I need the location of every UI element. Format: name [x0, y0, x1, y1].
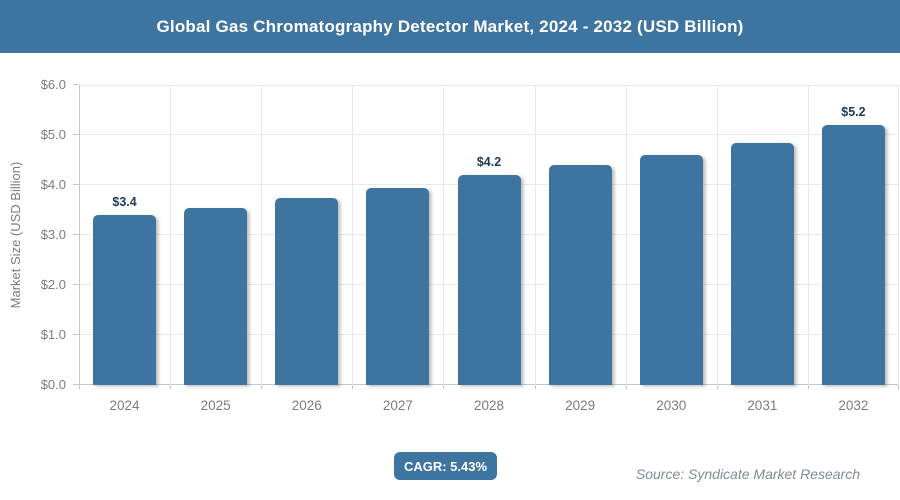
v-gridline: [626, 85, 627, 385]
x-tick-mark: [898, 385, 899, 389]
bar-value-label: $4.2: [476, 155, 502, 169]
x-tick-label: 2029: [565, 398, 596, 413]
y-tick-label: $4.0: [40, 177, 66, 192]
v-gridline: [717, 85, 718, 385]
y-tick-mark: [73, 234, 79, 235]
x-tick-mark: [352, 385, 353, 389]
bar-value-label: $5.2: [841, 105, 866, 119]
x-axis-labels: 2024 2025 2026 2027 2028 2029 2030 2031 2032: [79, 398, 899, 418]
v-gridline: [898, 85, 899, 385]
bar-2026: [275, 197, 339, 385]
y-tick-label: $3.0: [40, 227, 66, 242]
x-tick-label: 2032: [838, 398, 869, 413]
v-gridline: [79, 85, 80, 385]
v-gridline: [443, 85, 444, 385]
x-tick-mark: [808, 385, 809, 389]
source-text: Source: Syndicate Market Research: [635, 466, 860, 482]
x-tick-label: 2028: [473, 398, 505, 413]
x-tick-label: 2031: [747, 398, 778, 413]
v-gridline: [170, 85, 171, 385]
h-gridline: [79, 134, 899, 135]
x-tick-mark: [79, 385, 80, 389]
bar-2029: [548, 165, 612, 385]
y-tick-label: $0.0: [40, 377, 66, 392]
x-tick-mark: [261, 385, 262, 389]
bar-2031: [730, 142, 794, 385]
cagr-badge: CAGR: 5.43%: [394, 452, 497, 480]
bar-2032: [821, 125, 885, 385]
chart-title: Global Gas Chromatography Detector Marke…: [156, 16, 744, 36]
y-tick-mark: [73, 184, 79, 185]
x-tick-mark: [443, 385, 444, 389]
x-tick-label: 2027: [382, 398, 413, 413]
y-tick-label: $5.0: [40, 127, 66, 142]
x-tick-mark: [626, 385, 627, 389]
y-tick-label: $2.0: [40, 277, 66, 292]
y-tick-label: $1.0: [40, 327, 66, 342]
bar-2027: [366, 187, 430, 385]
h-gridline: [79, 85, 899, 86]
bar-2030: [639, 155, 703, 385]
v-gridline: [261, 85, 262, 385]
v-gridline: [535, 85, 536, 385]
x-tick-mark: [170, 385, 171, 389]
y-tick-mark: [73, 284, 79, 285]
y-tick-mark: [73, 384, 79, 385]
y-tick-mark: [73, 334, 79, 335]
title-bar: Global Gas Chromatography Detector Marke…: [0, 0, 900, 53]
x-tick-label: 2024: [109, 398, 140, 413]
y-axis-tick-labels: $0.0 $1.0 $2.0 $3.0 $4.0 $5.0 $6.0: [0, 77, 79, 392]
cagr-label: CAGR: 5.43%: [403, 458, 488, 474]
v-gridline: [352, 85, 353, 385]
bar-2025: [184, 207, 248, 385]
plot-area: $3.4 $4.2 $5.2: [79, 85, 899, 389]
x-tick-mark: [717, 385, 718, 389]
y-tick-mark: [73, 84, 79, 85]
y-tick-mark: [73, 134, 79, 135]
y-tick-label: $6.0: [40, 77, 66, 92]
x-tick-label: 2025: [200, 398, 231, 413]
x-tick-mark: [535, 385, 536, 389]
x-tick-label: 2026: [291, 398, 322, 413]
bar-value-label: $3.4: [112, 195, 137, 209]
x-tick-label: 2030: [656, 398, 687, 413]
v-gridline: [808, 85, 809, 385]
bar-2024: [93, 215, 157, 385]
bar-2028: [457, 175, 521, 385]
